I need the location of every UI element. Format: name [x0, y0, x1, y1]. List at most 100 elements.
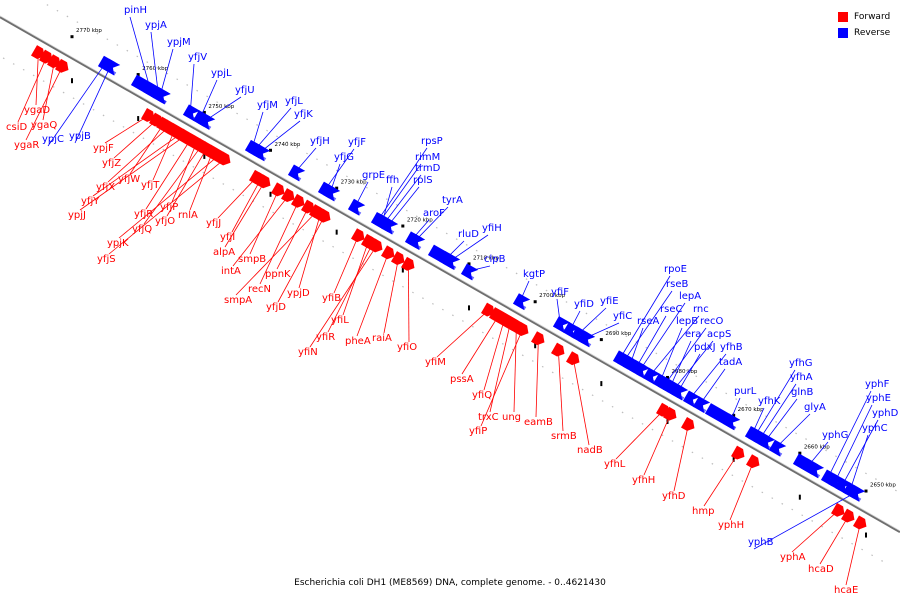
- reverse-gene-arrow-top: [670, 391, 685, 401]
- reverse-gene-arrow: [744, 425, 763, 443]
- legend-swatch-reverse: [838, 28, 848, 38]
- forward-gene-arrow: [401, 256, 415, 271]
- reverse-gene-leader: [205, 96, 242, 121]
- reverse-gene-arrow-top: [577, 337, 592, 348]
- reverse-gene-arrow-top: [552, 323, 567, 333]
- forward-gene-arrow: [301, 199, 315, 214]
- forward-gene-label: ypjF: [93, 143, 114, 154]
- forward-gene-label: srmB: [551, 431, 577, 442]
- forward-gene-label: trxC: [478, 412, 499, 423]
- reverse-gene-arrow-top: [622, 363, 637, 374]
- reverse-gene-arrow-top: [768, 447, 783, 457]
- tick-label: 2720 kbp: [407, 218, 433, 224]
- reverse-gene-block-top: [792, 460, 821, 479]
- reverse-gene-label: grpE: [362, 170, 385, 181]
- forward-gene-block: [489, 307, 520, 331]
- forward-gene-arrow: [566, 351, 580, 366]
- reverse-gene-leader: [47, 63, 106, 147]
- forward-gene-leader: [615, 410, 664, 460]
- reverse-gene-label: rluD: [458, 229, 479, 240]
- reverse-gene-leader: [383, 174, 422, 224]
- forward-gene-leader: [572, 358, 590, 446]
- reverse-gene-arrow-top: [197, 120, 212, 130]
- forward-gene-leader: [309, 245, 377, 348]
- forward-gene-leader: [327, 243, 373, 333]
- reverse-gene-arrow: [347, 198, 366, 216]
- forward-gene-leader: [276, 207, 309, 270]
- forward-gene-label: yfiP: [469, 426, 487, 437]
- tick-mark: [533, 300, 537, 304]
- reverse-gene-leader: [150, 31, 159, 94]
- reverse-gene-label: yfjH: [310, 136, 330, 147]
- reverse-gene-arrow-top: [512, 300, 527, 311]
- reverse-gene-label: purL: [734, 386, 757, 397]
- reverse-gene-label: yfjF: [348, 137, 366, 148]
- reverse-gene-leader: [623, 290, 673, 361]
- reverse-gene-arrow: [552, 316, 571, 333]
- reverse-gene-block: [704, 403, 740, 430]
- forward-gene-label: smpB: [238, 254, 266, 265]
- reverse-gene-label: era: [685, 329, 701, 340]
- tick-mark-lower: [534, 343, 537, 349]
- reverse-gene-leader: [379, 163, 422, 222]
- reverse-gene-leader: [834, 404, 873, 482]
- reverse-gene-label: ypjA: [145, 20, 167, 31]
- forward-gene-arrow: [746, 454, 760, 469]
- backbone-line: [0, 15, 900, 534]
- tick-mark-lower: [865, 532, 867, 538]
- forward-gene-arrow-top: [381, 252, 390, 260]
- forward-gene-arrow: [841, 508, 855, 523]
- reverse-gene-leader: [159, 48, 174, 96]
- forward-gene-label: yphA: [780, 552, 806, 563]
- reverse-gene-arrow-top: [460, 270, 475, 281]
- forward-gene-arrow-top: [566, 358, 575, 366]
- tick-label: 2750 kbp: [208, 104, 234, 110]
- forward-gene-label: nadB: [577, 445, 603, 456]
- reverse-gene-leader: [753, 492, 856, 550]
- forward-gene-label: yfjD: [266, 302, 286, 313]
- forward-gene-arrow-top: [731, 453, 740, 460]
- reverse-gene-leader: [260, 120, 301, 153]
- forward-gene-label: hcaD: [808, 564, 834, 575]
- forward-gene-arrow-top: [291, 201, 300, 208]
- tick-mark-lower: [468, 305, 470, 311]
- forward-gene-leader: [480, 329, 523, 427]
- forward-gene-label: hcaE: [834, 585, 858, 596]
- tick-mark: [401, 224, 405, 228]
- tick-mark-lower: [335, 229, 338, 235]
- reverse-gene-leader: [841, 419, 879, 486]
- forward-gene-leader: [92, 133, 181, 197]
- reverse-gene-leader: [411, 219, 430, 240]
- reverse-gene-label: yfjK: [294, 109, 313, 120]
- reverse-gene-label: yfiD: [574, 299, 594, 310]
- forward-gene-leader: [703, 453, 739, 507]
- legend-item-forward: Forward: [838, 9, 890, 25]
- forward-gene-label: pheA: [345, 336, 371, 347]
- reverse-gene-label: yfjL: [285, 96, 303, 107]
- forward-gene-leader: [25, 66, 63, 141]
- tick-mark-lower: [71, 78, 73, 84]
- forward-gene-label: ypjJ: [68, 210, 86, 221]
- reverse-gene-label: yfjU: [235, 85, 255, 96]
- forward-gene-arrow-top: [167, 130, 176, 137]
- reverse-gene-leader: [664, 327, 707, 385]
- forward-gene-leader: [436, 309, 489, 358]
- reverse-gene-leader: [468, 265, 491, 272]
- reverse-gene-arrow-top: [757, 440, 772, 451]
- forward-gene-label: yfjQ: [132, 224, 152, 235]
- reverse-gene-label: glnB: [791, 387, 813, 398]
- gene-layer: [31, 45, 867, 530]
- forward-gene-arrow-top: [663, 414, 672, 421]
- forward-gene-arrow-top: [369, 245, 378, 253]
- forward-gene-label: ygaD: [24, 105, 50, 116]
- reverse-gene-label: rplS: [413, 175, 433, 186]
- reverse-gene-leader: [764, 398, 798, 442]
- tick-mark-lower: [203, 153, 206, 159]
- reverse-gene-leader: [381, 186, 393, 223]
- forward-gene-leader: [17, 57, 47, 123]
- reverse-gene-arrow-top: [182, 111, 197, 122]
- reverse-gene-leader: [759, 383, 797, 439]
- forward-gene-leader: [845, 523, 861, 586]
- reverse-gene-label: yphG: [822, 430, 848, 441]
